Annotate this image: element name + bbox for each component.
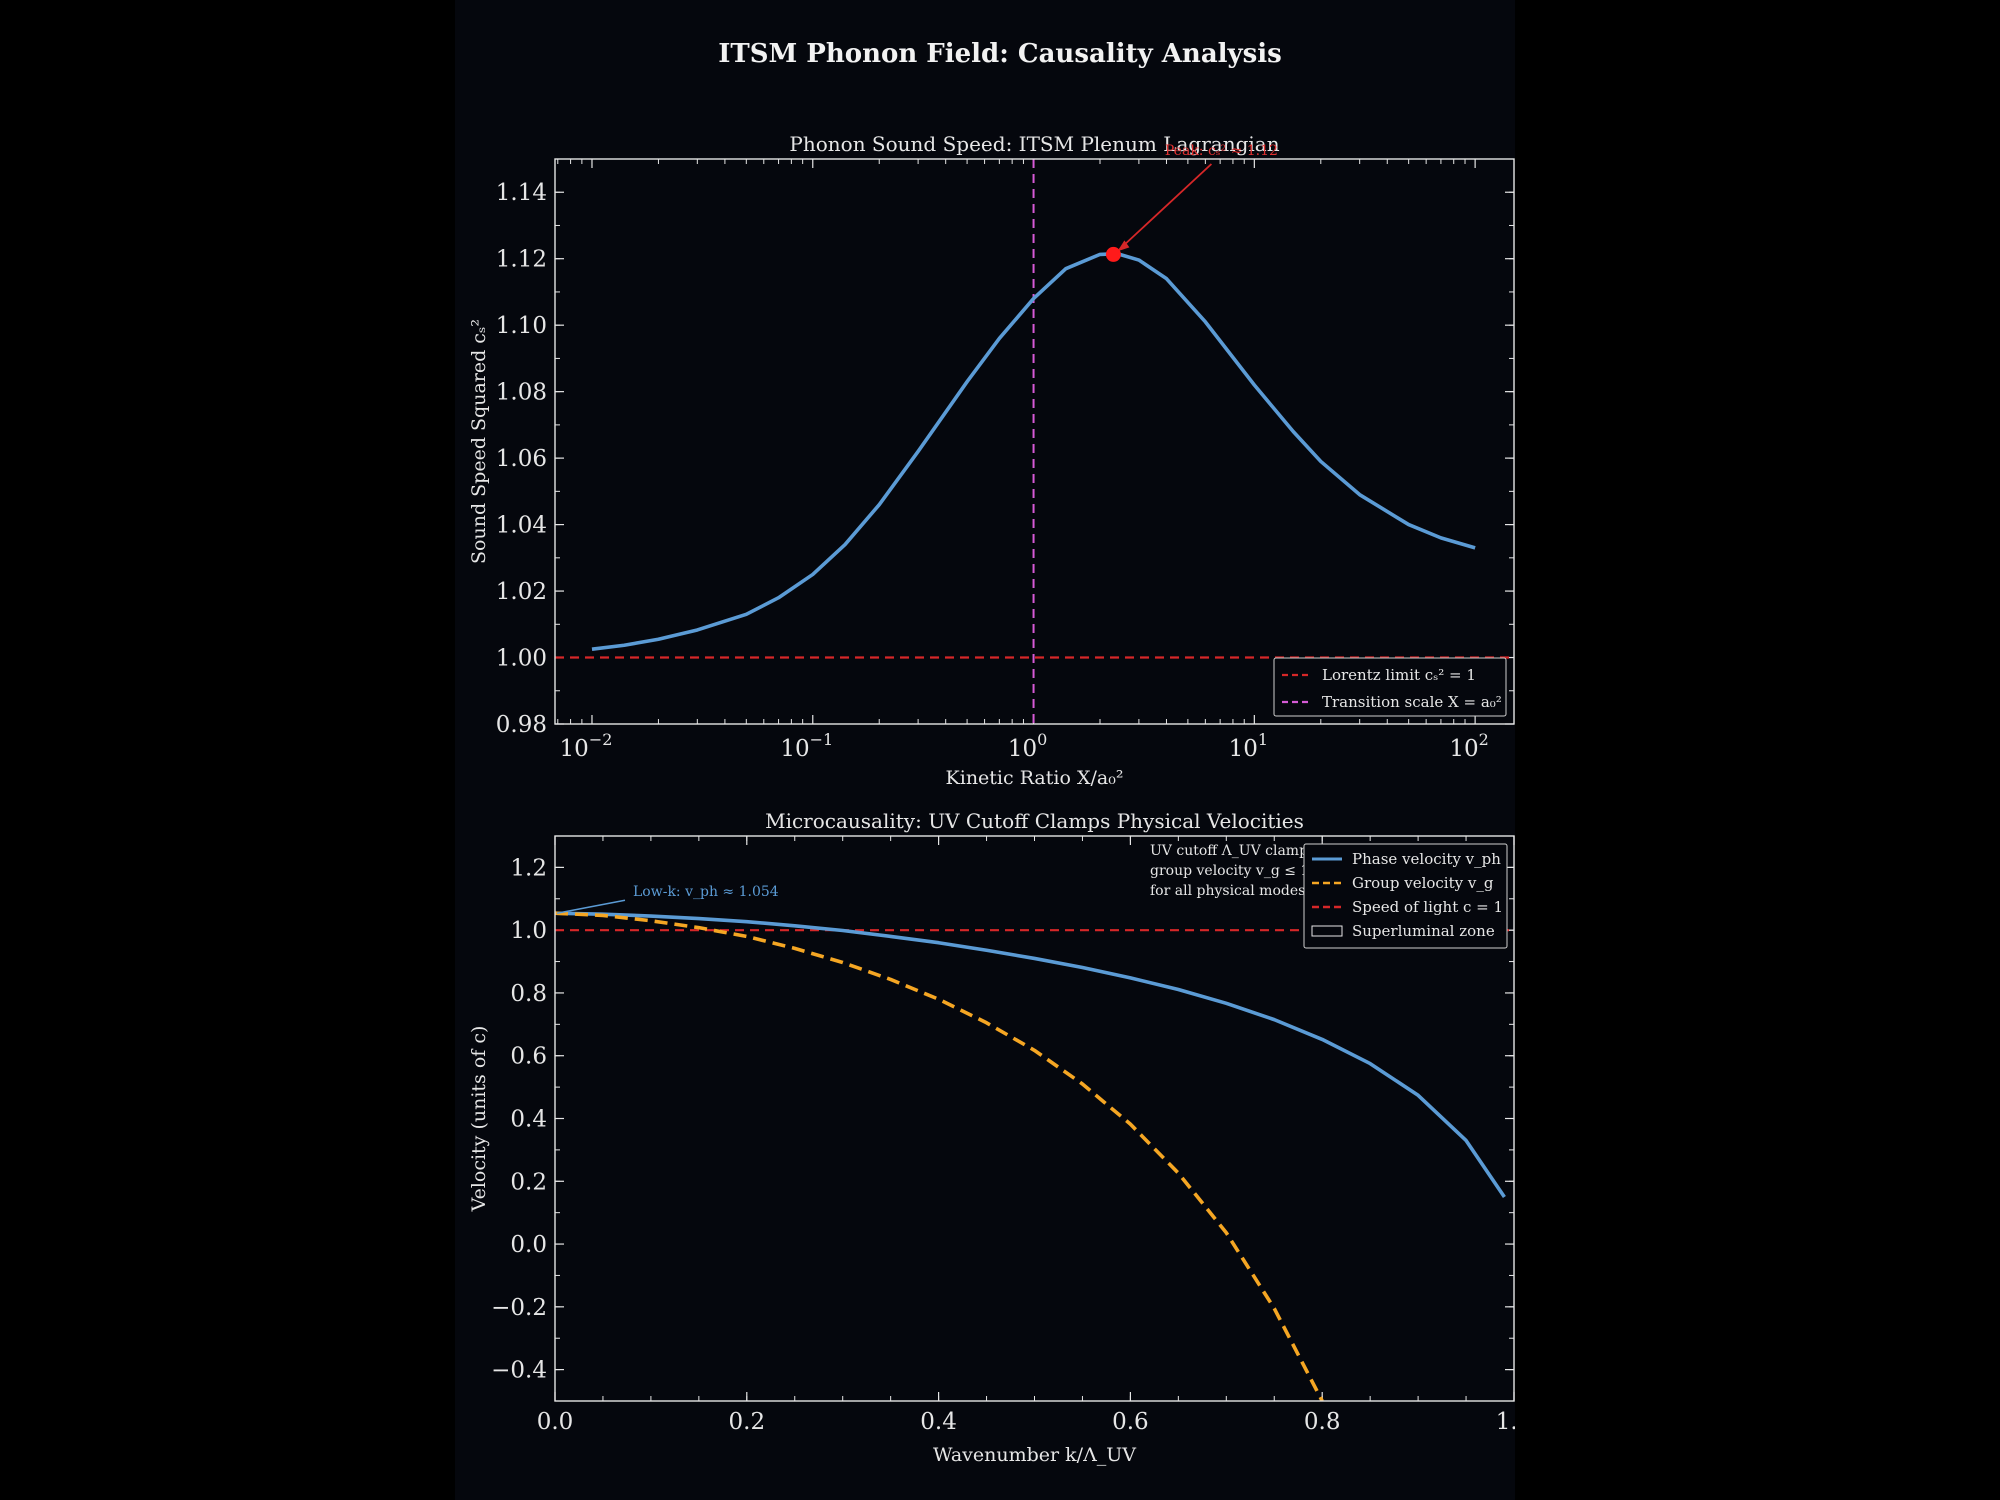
peak-marker bbox=[1105, 246, 1121, 262]
legend-label: Phase velocity v_ph bbox=[1352, 850, 1501, 868]
y-tick-label: 0.8 bbox=[510, 981, 547, 1007]
y-tick-label: 1.2 bbox=[510, 855, 547, 881]
series-line-1 bbox=[555, 911, 1506, 1198]
y-tick-label: 1.04 bbox=[496, 513, 547, 539]
x-tick-label: 0.4 bbox=[920, 1409, 957, 1435]
uv-cutoff-annotation-line: for all physical modes bbox=[1150, 883, 1305, 899]
panel-title: Microcausality: UV Cutoff Clamps Physica… bbox=[765, 809, 1304, 833]
y-axis-label: Sound Speed Squared cₛ² bbox=[468, 319, 490, 564]
uv-cutoff-annotation-line: UV cutoff Λ_UV clamps bbox=[1150, 843, 1315, 859]
chart-1: Phonon Sound Speed: ITSM Plenum Lagrangi… bbox=[468, 132, 1515, 789]
x-tick-label: 0.8 bbox=[1304, 1409, 1341, 1435]
x-tick-label: 1.0 bbox=[1496, 1409, 1515, 1435]
lowk-annotation: Low-k: v_ph ≈ 1.054 bbox=[633, 884, 779, 900]
x-axis-label: Kinetic Ratio X/a₀² bbox=[946, 767, 1124, 789]
uv-cutoff-annotation-line: group velocity v_g ≤ 1 bbox=[1150, 863, 1309, 879]
legend-box bbox=[1273, 657, 1507, 717]
peak-arrow-head bbox=[1117, 240, 1130, 252]
y-tick-label: 1.12 bbox=[496, 247, 547, 273]
legend-box bbox=[1303, 843, 1508, 949]
y-tick-label: 0.6 bbox=[510, 1044, 547, 1070]
x-tick-label: 10−1 bbox=[780, 730, 833, 762]
legend-label: Group velocity v_g bbox=[1352, 874, 1494, 892]
legend-label: Lorentz limit cₛ² = 1 bbox=[1322, 666, 1476, 684]
lowk-arrow bbox=[556, 899, 626, 914]
peak-arrow bbox=[1118, 163, 1213, 251]
y-tick-label: 0.2 bbox=[510, 1169, 547, 1195]
legend-label: Superluminal zone bbox=[1352, 922, 1495, 940]
y-tick-label: 1.06 bbox=[496, 446, 547, 472]
y-tick-label: 0.0 bbox=[510, 1232, 547, 1258]
x-tick-label: 102 bbox=[1449, 730, 1488, 762]
figure-canvas: ITSM Phonon Field: Causality Analysis Ph… bbox=[455, 0, 1515, 1500]
x-axis-label: Wavenumber k/Λ_UV bbox=[933, 1444, 1136, 1466]
x-tick-label: 101 bbox=[1229, 730, 1268, 762]
y-tick-label: 1.14 bbox=[496, 180, 547, 206]
y-tick-label: 0.4 bbox=[510, 1107, 547, 1133]
y-tick-label: 1.00 bbox=[496, 646, 547, 672]
legend: Phase velocity v_ph Group velocity v_g Spe… bbox=[1303, 843, 1508, 949]
y-tick-label: 1.10 bbox=[496, 313, 547, 339]
y-tick-label: 1.0 bbox=[510, 918, 547, 944]
series-line-1 bbox=[591, 251, 1476, 652]
y-tick-label: 1.08 bbox=[496, 380, 547, 406]
series-line-2 bbox=[555, 911, 1324, 1401]
chart-2: Microcausality: UV Cutoff Clamps Physica… bbox=[468, 809, 1515, 1466]
y-tick-label: 0.98 bbox=[496, 712, 547, 738]
figure-suptitle: ITSM Phonon Field: Causality Analysis bbox=[718, 39, 1282, 69]
legend: Lorentz limit cₛ² = 1 Transition scale X … bbox=[1273, 657, 1507, 717]
x-tick-label: 0.6 bbox=[1112, 1409, 1149, 1435]
axes-frame bbox=[554, 158, 1515, 725]
panel-title: Phonon Sound Speed: ITSM Plenum Lagrangi… bbox=[789, 132, 1279, 156]
y-axis-label: Velocity (units of c) bbox=[468, 1026, 490, 1213]
y-tick-label: −0.4 bbox=[491, 1358, 547, 1384]
x-tick-label: 0.0 bbox=[537, 1409, 574, 1435]
legend-swatch-patch bbox=[1311, 925, 1343, 937]
legend-label: Speed of light c = 1 bbox=[1352, 898, 1503, 916]
x-tick-label: 0.2 bbox=[729, 1409, 766, 1435]
x-tick-label: 100 bbox=[1008, 730, 1047, 762]
x-tick-label: 10−2 bbox=[560, 730, 613, 762]
peak-annotation: Peak: cₛ² ≈ 1.12 bbox=[1165, 143, 1278, 159]
legend-label: Transition scale X = a₀² bbox=[1322, 693, 1502, 711]
y-tick-label: −0.2 bbox=[491, 1295, 547, 1321]
axes-frame bbox=[554, 835, 1515, 1402]
chart-svg: ITSM Phonon Field: Causality Analysis Ph… bbox=[468, 39, 1515, 1466]
y-tick-label: 1.02 bbox=[496, 579, 547, 605]
